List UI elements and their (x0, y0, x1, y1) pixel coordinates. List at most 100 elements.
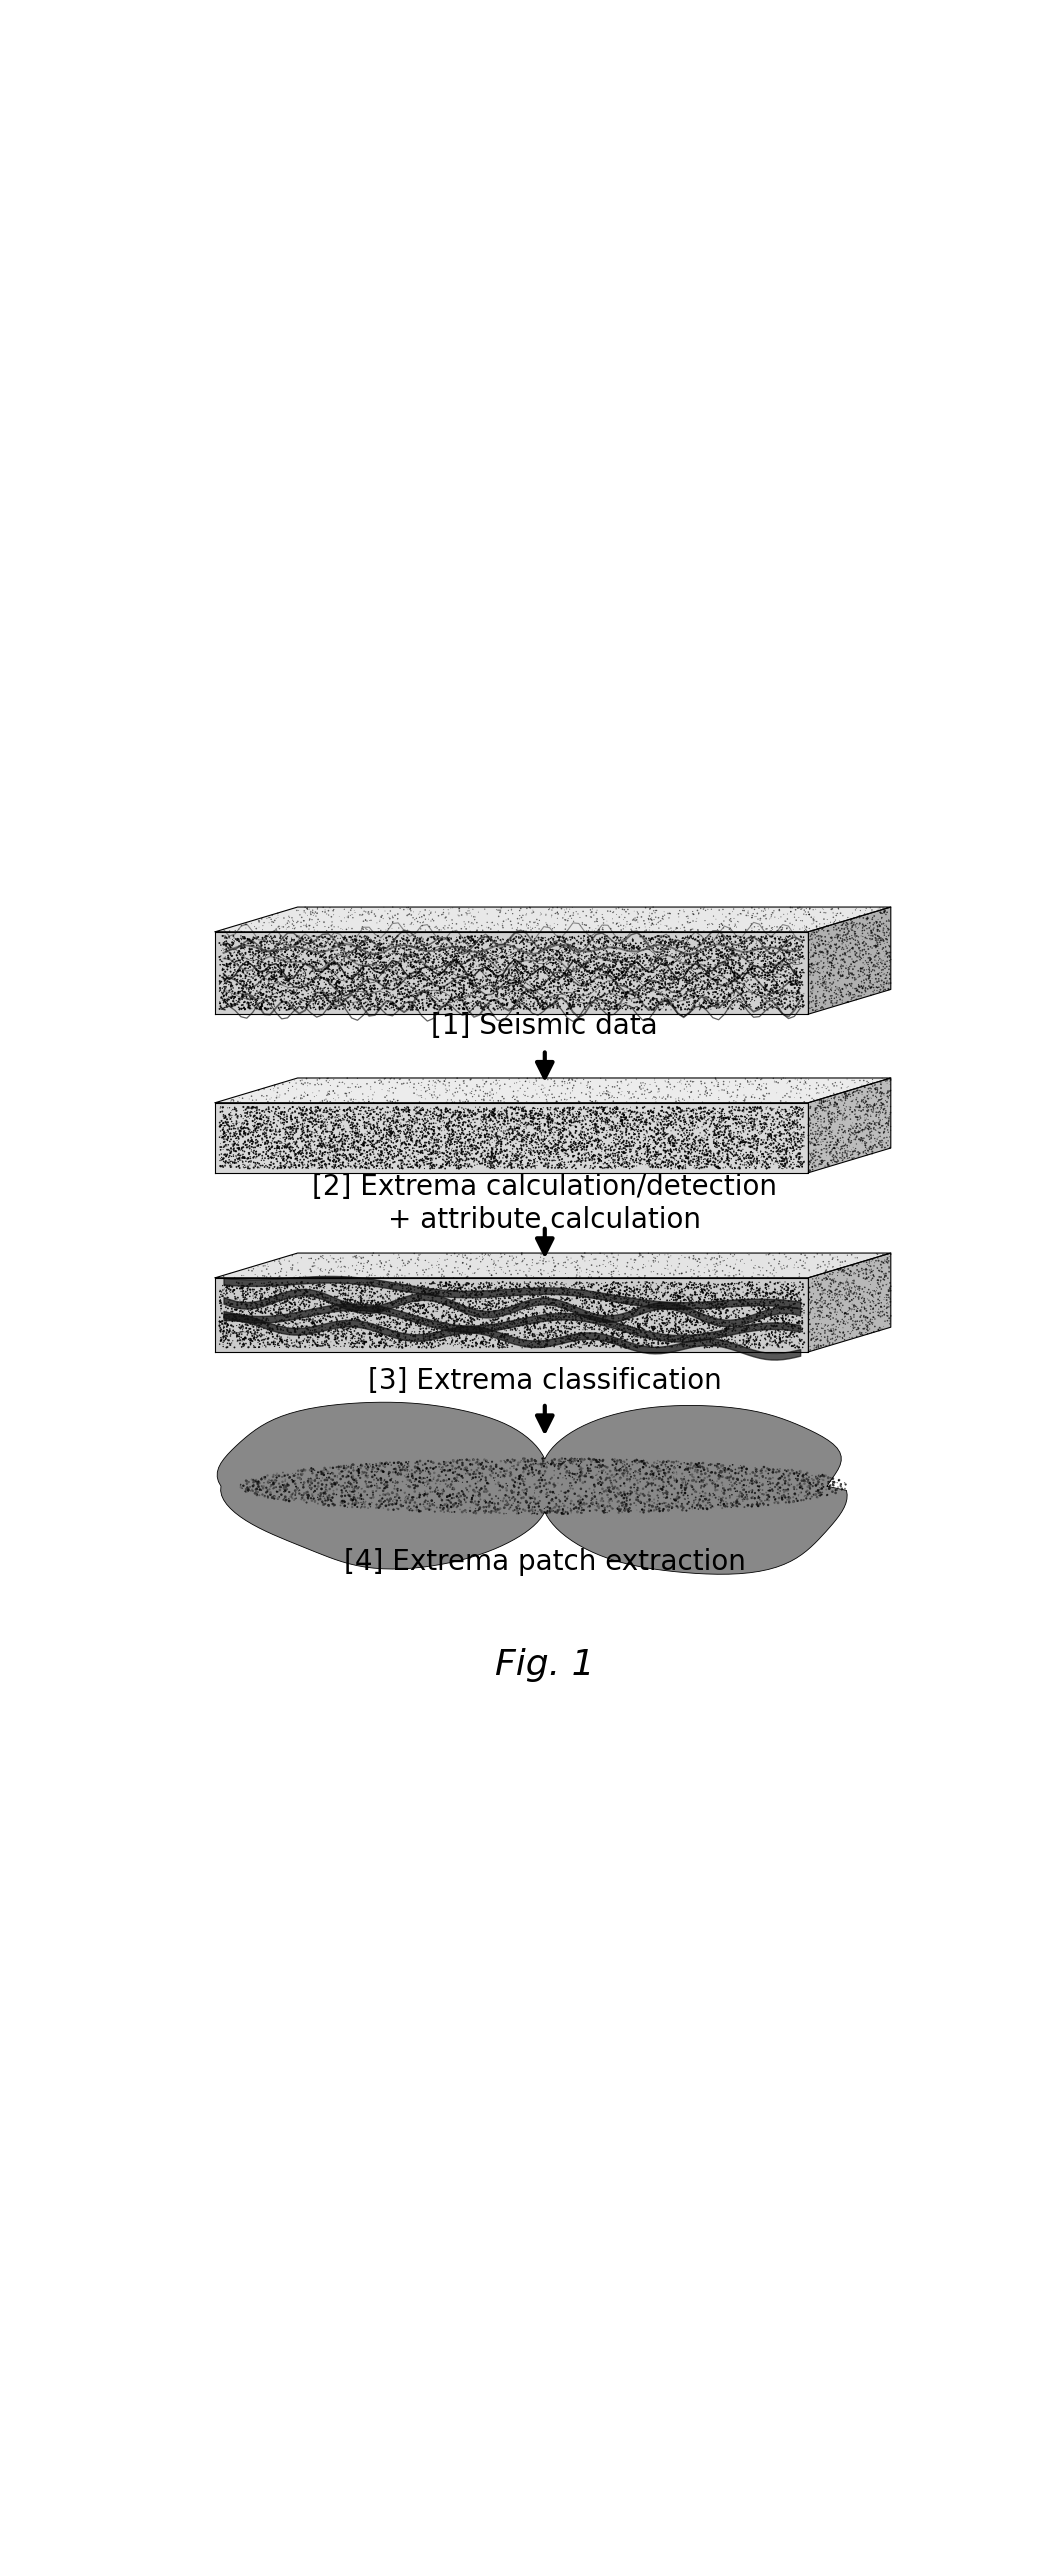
Point (628, 1460, 645, 1501)
Point (840, 913, 857, 954)
Point (609, 1103, 626, 1144)
Point (699, 926, 716, 967)
Point (288, 1111, 305, 1152)
Point (454, 1298, 471, 1339)
Point (462, 964, 479, 1005)
Point (449, 1321, 466, 1363)
Point (566, 1288, 583, 1329)
Point (219, 1268, 236, 1309)
Point (537, 949, 554, 990)
Point (834, 1319, 851, 1360)
Point (294, 1134, 311, 1175)
Point (452, 1265, 469, 1306)
Point (774, 1478, 791, 1519)
Point (236, 944, 253, 985)
Point (644, 902, 661, 944)
Point (821, 959, 838, 1000)
Point (815, 974, 832, 1016)
Point (560, 964, 577, 1005)
Point (402, 969, 419, 1010)
Point (774, 1478, 791, 1519)
Point (538, 1273, 555, 1314)
Point (679, 1136, 696, 1178)
Point (428, 949, 445, 990)
Point (864, 949, 881, 990)
Point (524, 1270, 541, 1311)
Point (349, 1321, 366, 1363)
Point (657, 1126, 674, 1167)
Point (459, 1314, 476, 1355)
Point (800, 1144, 817, 1185)
Point (670, 1476, 687, 1517)
Point (816, 985, 833, 1026)
Point (372, 1293, 389, 1334)
Point (495, 1447, 512, 1489)
Point (236, 1293, 253, 1334)
Point (398, 1124, 415, 1165)
Point (602, 1242, 619, 1283)
Point (572, 928, 589, 969)
Point (254, 985, 271, 1026)
Point (260, 1090, 277, 1131)
Point (770, 946, 787, 987)
Point (455, 1306, 472, 1347)
Point (450, 1265, 467, 1306)
Point (348, 1283, 365, 1324)
Point (301, 1321, 318, 1363)
Point (301, 1468, 318, 1509)
Point (672, 908, 689, 949)
Point (722, 908, 739, 949)
Point (753, 969, 770, 1010)
Point (241, 1090, 258, 1131)
Point (590, 920, 607, 962)
Point (707, 1286, 724, 1327)
Point (661, 923, 678, 964)
Point (539, 931, 556, 972)
Point (787, 938, 804, 980)
Point (694, 1324, 711, 1365)
Point (449, 1319, 466, 1360)
Point (215, 1121, 232, 1162)
Point (868, 967, 885, 1008)
Point (511, 956, 528, 998)
Point (617, 928, 634, 969)
Point (743, 923, 760, 964)
Point (562, 1242, 579, 1283)
Point (754, 972, 771, 1013)
Point (721, 892, 738, 933)
Point (787, 933, 804, 974)
Point (416, 926, 433, 967)
Point (442, 1324, 459, 1365)
Point (873, 956, 890, 998)
Point (591, 1473, 608, 1514)
Point (292, 1118, 309, 1160)
Point (760, 959, 777, 1000)
Point (744, 1106, 761, 1147)
Point (229, 1262, 246, 1303)
Point (832, 1283, 849, 1324)
Point (823, 1077, 840, 1118)
Point (697, 1111, 714, 1152)
Point (364, 1283, 381, 1324)
Point (875, 941, 892, 982)
Point (727, 944, 744, 985)
Point (435, 1324, 452, 1365)
Point (580, 920, 597, 962)
Point (510, 982, 527, 1023)
Point (334, 923, 351, 964)
Point (483, 956, 500, 998)
Point (305, 946, 322, 987)
Point (308, 1458, 325, 1499)
Point (552, 1111, 569, 1152)
Point (233, 985, 250, 1026)
Point (347, 1319, 364, 1360)
Point (501, 1316, 518, 1357)
Point (845, 941, 862, 982)
Point (507, 1478, 524, 1519)
Point (376, 941, 393, 982)
Point (692, 1306, 709, 1347)
Point (353, 1237, 370, 1278)
Point (448, 1242, 465, 1283)
Point (441, 1098, 458, 1139)
Point (715, 1473, 732, 1514)
